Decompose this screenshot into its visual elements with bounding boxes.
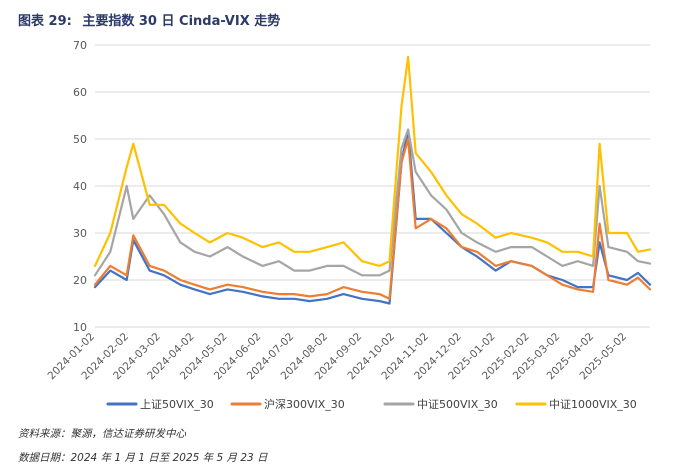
legend-label-1: 上证50VIX_30 <box>140 398 214 411</box>
y-tick-label: 60 <box>73 86 87 99</box>
figure-title: 图表 29: 主要指数 30 日 Cinda-VIX 走势 <box>18 10 280 29</box>
series-line-1 <box>93 128 652 305</box>
source-note: 资料来源：聚源，信达证券研发中心 <box>18 428 186 440</box>
y-tick-label: 10 <box>73 321 87 334</box>
legend-label-2: 沪深300VIX_30 <box>264 397 345 411</box>
series-line-2 <box>93 137 652 300</box>
figure-title-text: 主要指数 30 日 Cinda-VIX 走势 <box>82 14 281 29</box>
date-range-note: 数据日期：2024 年 1 月 1 日至 2025 年 5 月 23 日 <box>18 452 268 464</box>
y-tick-label: 40 <box>73 180 87 193</box>
legend-label-3: 中证500VIX_30 <box>417 398 498 411</box>
series-line-4 <box>93 55 652 267</box>
y-tick-label: 50 <box>73 133 87 146</box>
y-tick-label: 30 <box>73 227 87 240</box>
y-tick-label: 70 <box>73 39 87 52</box>
series-line-3 <box>93 128 652 277</box>
figure-label: 图表 29: <box>18 14 72 29</box>
y-tick-label: 20 <box>73 274 87 287</box>
legend-label-4: 中证1000VIX_30 <box>549 398 637 411</box>
